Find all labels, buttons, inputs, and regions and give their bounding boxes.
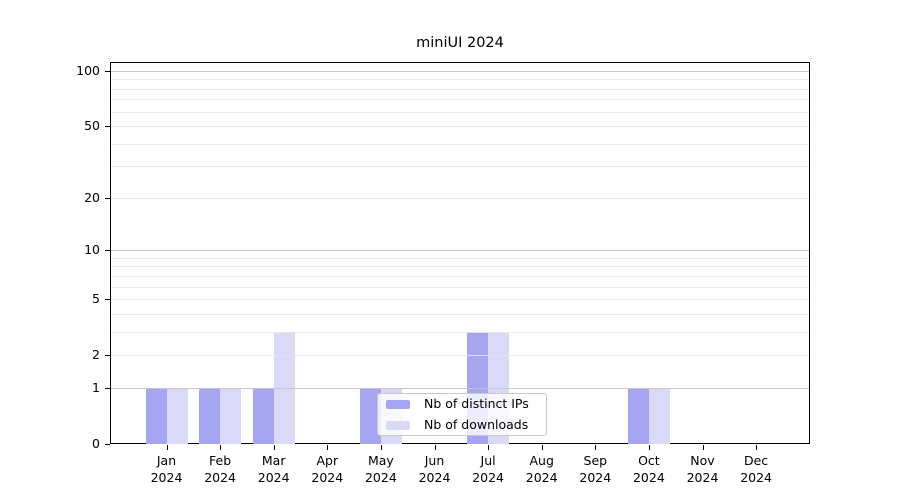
gridline-minor [111, 144, 809, 145]
gridline-minor [111, 314, 809, 315]
x-axis-tick [595, 445, 596, 450]
gridline-major [111, 388, 809, 389]
bar-distinct-ips-feb [199, 387, 221, 444]
gridline-minor [111, 258, 809, 259]
gridline-minor [111, 112, 809, 113]
x-tick-label-month: Apr [316, 453, 339, 468]
y-tick-label: 1 [92, 380, 100, 395]
x-tick-label-year: 2024 [418, 470, 451, 485]
y-axis-tick [105, 388, 110, 389]
x-tick-label-year: 2024 [579, 470, 612, 485]
x-tick-label-year: 2024 [311, 470, 344, 485]
gridline-minor [111, 166, 809, 167]
x-tick-label-month: Jul [480, 453, 496, 468]
x-axis-tick [756, 445, 757, 450]
chart-title: miniUI 2024 [416, 35, 504, 51]
bar-downloads-feb [220, 387, 242, 444]
x-tick-label-month: Mar [261, 453, 286, 468]
plot-area [110, 62, 810, 444]
x-axis-tick [435, 445, 436, 450]
x-tick-label-month: Aug [529, 453, 554, 468]
x-axis-tick [167, 445, 168, 450]
y-axis-tick [105, 355, 110, 356]
x-tick-label-month: Nov [690, 453, 715, 468]
y-tick-label: 50 [84, 118, 100, 133]
x-tick-label-month: Dec [743, 453, 769, 468]
gridline-minor [111, 266, 809, 267]
x-tick-label-year: 2024 [150, 470, 183, 485]
y-tick-label: 0 [92, 436, 100, 451]
y-axis-tick [105, 250, 110, 251]
y-tick-label: 5 [92, 291, 100, 306]
gridline-minor [111, 299, 809, 300]
gridline-major [111, 250, 809, 251]
x-axis-tick [220, 445, 221, 450]
x-tick-label-year: 2024 [472, 470, 504, 485]
x-tick-label-month: Sep [583, 453, 608, 468]
gridline-minor [111, 198, 809, 199]
gridline-minor [111, 89, 809, 90]
x-tick-label-month: Oct [638, 453, 660, 468]
x-tick-label-month: Jan [156, 453, 177, 468]
legend: Nb of distinct IPs Nb of downloads [377, 393, 547, 436]
x-axis-tick [703, 445, 704, 450]
x-axis-tick [488, 445, 489, 450]
bar-distinct-ips-may [359, 387, 381, 444]
y-tick-label: 20 [84, 190, 100, 205]
bar-distinct-ips-oct [627, 387, 649, 444]
gridline-minor [111, 99, 809, 100]
bar-downloads-jan [166, 387, 188, 444]
bar-distinct-ips-mar [252, 387, 274, 444]
x-tick-label-year: 2024 [686, 470, 719, 485]
x-tick-label-year: 2024 [204, 470, 236, 485]
x-axis-tick [649, 445, 650, 450]
legend-swatch-distinct-ips [386, 399, 410, 409]
x-tick-label-year: 2024 [525, 470, 558, 485]
bar-distinct-ips-jan [145, 387, 167, 444]
gridline-minor [111, 126, 809, 127]
x-axis-tick [274, 445, 275, 450]
y-axis-tick [105, 299, 110, 300]
legend-entry-distinct-ips: Nb of distinct IPs [386, 395, 538, 413]
bar-downloads-mar [273, 331, 295, 444]
y-axis-tick [105, 71, 110, 72]
gridline-major [111, 71, 809, 72]
x-tick-label-month: May [367, 453, 394, 468]
y-axis-tick [105, 444, 110, 445]
x-axis-tick [327, 445, 328, 450]
legend-swatch-downloads [386, 420, 410, 430]
gridline-minor [111, 355, 809, 356]
y-axis-tick [105, 198, 110, 199]
y-axis-tick [105, 126, 110, 127]
x-tick-label-year: 2024 [740, 470, 772, 485]
gridline-minor [111, 332, 809, 333]
gridline-minor [111, 79, 809, 80]
gridline-minor [111, 287, 809, 288]
legend-entry-downloads: Nb of downloads [386, 416, 538, 434]
bar-downloads-oct [648, 387, 670, 444]
y-tick-label: 10 [84, 242, 100, 257]
x-axis-tick [381, 445, 382, 450]
legend-label-distinct-ips: Nb of distinct IPs [424, 396, 529, 411]
x-tick-label-year: 2024 [257, 470, 290, 485]
y-tick-label: 2 [92, 347, 100, 362]
x-tick-label-year: 2024 [632, 470, 665, 485]
x-tick-label-month: Feb [209, 453, 232, 468]
x-tick-label-month: Jun [424, 453, 445, 468]
x-axis-tick [542, 445, 543, 450]
gridline-minor [111, 276, 809, 277]
y-tick-label: 100 [76, 63, 100, 78]
legend-label-downloads: Nb of downloads [424, 417, 529, 432]
x-tick-label-year: 2024 [364, 470, 397, 485]
